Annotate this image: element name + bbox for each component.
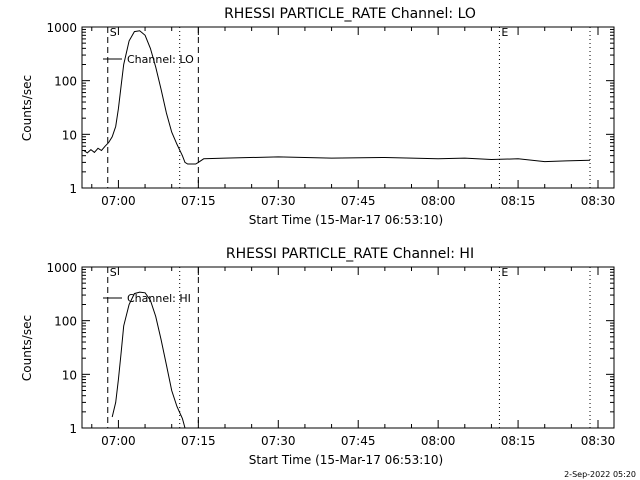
y-tick-label: 100 <box>54 75 77 89</box>
footer-timestamp: 2-Sep-2022 05:20 <box>564 470 636 479</box>
x-tick-label: 08:00 <box>421 434 456 448</box>
panel-hi: RHESSI PARTICLE_RATE Channel: HI Counts/… <box>20 246 615 467</box>
plot-border <box>81 26 615 189</box>
chart-title: RHESSI PARTICLE_RATE Channel: HI <box>226 246 474 262</box>
panel-lo: RHESSI PARTICLE_RATE Channel: LO Counts/… <box>20 6 615 227</box>
marker-label: E <box>501 266 508 279</box>
x-tick-label: 08:15 <box>501 434 536 448</box>
y-tick-label: 10 <box>62 368 77 382</box>
x-tick-label: 08:15 <box>501 194 536 208</box>
x-axis-label: Start Time (15-Mar-17 06:53:10) <box>249 213 443 227</box>
y-ticks: 1 10 100 1000 <box>46 261 614 436</box>
y-axis-label: Counts/sec <box>20 75 34 141</box>
y-tick-label: 1000 <box>46 21 77 35</box>
x-tick-label: 07:45 <box>341 194 376 208</box>
y-tick-label: 10 <box>62 128 77 142</box>
x-tick-label: 07:15 <box>181 194 216 208</box>
x-tick-label: 07:15 <box>181 434 216 448</box>
x-ticks: 07:00 07:15 07:30 07:45 08:00 08:15 08:30 <box>91 27 616 208</box>
marker-label: E <box>501 26 508 39</box>
x-tick-label: 08:30 <box>581 434 616 448</box>
x-tick-label: 07:45 <box>341 434 376 448</box>
y-tick-label: 1000 <box>46 261 77 275</box>
chart-title: RHESSI PARTICLE_RATE Channel: LO <box>224 6 476 22</box>
plot-border <box>81 266 615 429</box>
marker-label: S <box>110 266 117 279</box>
legend-label: Channel: HI <box>127 292 191 305</box>
x-tick-label: 07:00 <box>101 434 136 448</box>
x-axis-label: Start Time (15-Mar-17 06:53:10) <box>249 453 443 467</box>
series-line <box>83 30 591 165</box>
plot-frame <box>81 26 615 189</box>
plot-frame <box>81 266 615 429</box>
x-tick-label: 08:30 <box>581 194 616 208</box>
series-group <box>111 291 186 429</box>
series-group <box>83 30 591 165</box>
y-tick-label: 1 <box>69 422 77 436</box>
y-ticks: 1 10 100 1000 <box>46 21 614 196</box>
y-axis-label: Counts/sec <box>20 315 34 381</box>
series-line <box>111 291 186 429</box>
marker-label: S <box>110 26 117 39</box>
x-tick-label: 08:00 <box>421 194 456 208</box>
x-tick-label: 07:30 <box>261 434 296 448</box>
x-tick-label: 07:30 <box>261 194 296 208</box>
x-tick-label: 07:00 <box>101 194 136 208</box>
legend-label: Channel: LO <box>127 53 194 66</box>
y-tick-label: 1 <box>69 182 77 196</box>
y-tick-label: 100 <box>54 315 77 329</box>
